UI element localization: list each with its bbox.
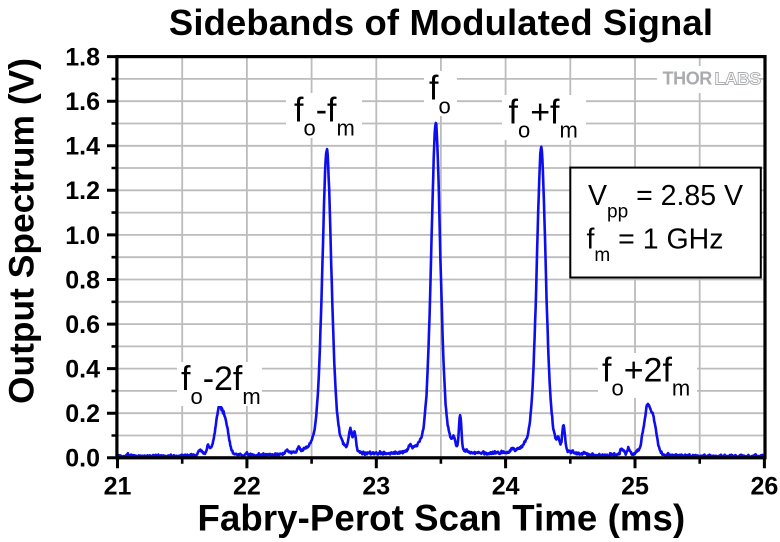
svg-text:0.2: 0.2 — [65, 400, 100, 428]
svg-text:1.6: 1.6 — [65, 88, 100, 116]
svg-text:fo-fm: fo-fm — [294, 92, 355, 141]
svg-text:26: 26 — [750, 473, 778, 501]
svg-text:1.8: 1.8 — [65, 44, 100, 72]
svg-text:24: 24 — [492, 473, 520, 501]
svg-text:Sidebands of Modulated Signal: Sidebands of Modulated Signal — [169, 2, 713, 43]
svg-text:fo+fm: fo+fm — [509, 94, 578, 143]
svg-text:21: 21 — [104, 473, 132, 501]
svg-text:Output Spectrum (V): Output Spectrum (V) — [2, 58, 42, 404]
svg-text:22: 22 — [233, 473, 261, 501]
svg-text:1.0: 1.0 — [65, 222, 100, 250]
svg-text:23: 23 — [362, 473, 390, 501]
svg-text:THOR: THOR — [663, 69, 713, 89]
svg-text:25: 25 — [621, 473, 649, 501]
svg-text:fo+2fm: fo+2fm — [602, 351, 690, 400]
svg-text:1.4: 1.4 — [65, 133, 100, 161]
svg-text:0.8: 0.8 — [65, 266, 100, 294]
svg-text:fo-2fm: fo-2fm — [181, 360, 261, 409]
svg-text:0.4: 0.4 — [65, 356, 100, 384]
svg-text:0.0: 0.0 — [65, 445, 100, 473]
svg-text:0.6: 0.6 — [65, 311, 100, 339]
svg-text:Fabry-Perot Scan Time (ms): Fabry-Perot Scan Time (ms) — [198, 498, 686, 539]
svg-text:LABS: LABS — [715, 69, 762, 89]
svg-text:fo: fo — [429, 69, 451, 118]
svg-text:1.2: 1.2 — [65, 177, 100, 205]
